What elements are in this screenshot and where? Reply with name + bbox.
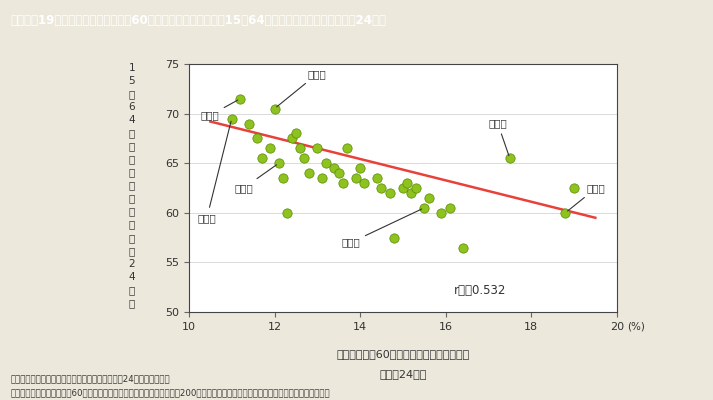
Point: [312, 145, 323, 152]
Point: [359, 180, 370, 186]
Point: [560, 210, 571, 216]
Text: の: の: [129, 168, 135, 178]
Text: 島根県: 島根県: [200, 100, 238, 120]
Text: 性: 性: [129, 154, 135, 164]
Point: [243, 120, 255, 127]
Point: [457, 244, 468, 251]
Text: 歳: 歳: [129, 128, 135, 138]
Text: 秋田県: 秋田県: [198, 121, 231, 223]
Point: [320, 160, 332, 166]
Text: （備考）１．総務省「就業構造基本調査」（平成24年）より作成。: （備考）１．総務省「就業構造基本調査」（平成24年）より作成。: [11, 375, 170, 384]
Text: 4: 4: [128, 115, 135, 125]
Point: [316, 175, 327, 181]
Point: [504, 155, 515, 162]
Text: ２．週間労働時間60時間以上の雇用者割合は，年間就業日数が200日以上の雇用者（会社などの役員を含む）に占める割合。: ２．週間労働時間60時間以上の雇用者割合は，年間就業日数が200日以上の雇用者（…: [11, 388, 330, 397]
Text: 率: 率: [129, 206, 135, 216]
Point: [290, 130, 302, 137]
Point: [265, 145, 276, 152]
Text: 6: 6: [128, 102, 135, 112]
Point: [568, 185, 580, 191]
Text: 業: 業: [129, 194, 135, 204]
Text: 4: 4: [128, 272, 135, 282]
Point: [277, 175, 289, 181]
Point: [294, 145, 306, 152]
Point: [252, 135, 263, 142]
Text: 鳥取県: 鳥取県: [277, 69, 327, 107]
Point: [401, 180, 413, 186]
Point: [333, 170, 344, 176]
Point: [329, 165, 340, 171]
Point: [299, 155, 310, 162]
Point: [273, 160, 284, 166]
Text: （: （: [129, 220, 135, 230]
Point: [389, 234, 400, 241]
Text: r＝－0.532: r＝－0.532: [453, 284, 506, 297]
Point: [235, 96, 246, 102]
Text: 京都府: 京都府: [568, 183, 605, 211]
Point: [406, 190, 417, 196]
Text: Ｉ－特－19図　男性の週間就業時間60時間以上の雇用者割合と15～64歳女性の有業率の関係（平成24年）: Ｉ－特－19図 男性の週間就業時間60時間以上の雇用者割合と15～64歳女性の有…: [11, 14, 386, 28]
Point: [342, 145, 353, 152]
Point: [423, 195, 434, 201]
Text: 女: 女: [129, 141, 135, 151]
Point: [350, 175, 361, 181]
Point: [286, 135, 297, 142]
Text: （平成24年）: （平成24年）: [379, 369, 426, 379]
Point: [444, 205, 456, 211]
Point: [256, 155, 267, 162]
Text: 週間就業時間60時間以上の男性雇用者割合: 週間就業時間60時間以上の男性雇用者割合: [337, 349, 469, 359]
Point: [303, 170, 314, 176]
Point: [337, 180, 349, 186]
Point: [269, 106, 280, 112]
Text: (%): (%): [627, 322, 645, 332]
Text: ）: ）: [129, 298, 135, 308]
Text: 〜: 〜: [129, 89, 135, 99]
Text: 1: 1: [128, 63, 135, 73]
Text: 5: 5: [128, 76, 135, 86]
Point: [410, 185, 421, 191]
Text: 年: 年: [129, 285, 135, 295]
Point: [226, 115, 237, 122]
Point: [397, 185, 409, 191]
Point: [376, 185, 387, 191]
Point: [354, 165, 366, 171]
Point: [419, 205, 430, 211]
Point: [436, 210, 447, 216]
Point: [371, 175, 383, 181]
Point: [384, 190, 396, 196]
Text: 岩手県: 岩手県: [235, 165, 277, 193]
Text: 東京都: 東京都: [488, 118, 509, 156]
Text: 2: 2: [128, 259, 135, 269]
Text: 平: 平: [129, 233, 135, 243]
Text: 奈良県: 奈良県: [342, 209, 421, 248]
Text: 成: 成: [129, 246, 135, 256]
Point: [282, 210, 293, 216]
Text: 有: 有: [129, 180, 135, 190]
